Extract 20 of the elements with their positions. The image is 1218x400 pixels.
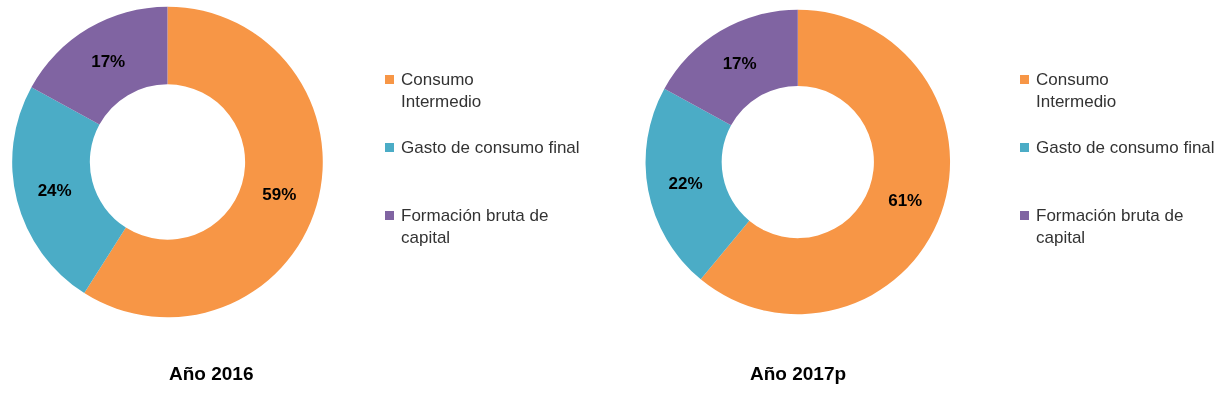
data-label: 24% bbox=[37, 181, 72, 201]
data-label: 22% bbox=[668, 173, 703, 193]
donut-slice bbox=[84, 6, 323, 318]
donut-slice bbox=[12, 87, 126, 294]
legend-label: Gasto de consumo final bbox=[401, 138, 580, 157]
legend-label: Formación bruta de capital bbox=[1036, 206, 1184, 248]
legend-label: Consumo Intermedio bbox=[1036, 70, 1117, 112]
donut-slice bbox=[664, 9, 798, 126]
donut-slice bbox=[700, 9, 950, 315]
legend-label: Formación bruta de capital bbox=[401, 206, 549, 248]
data-label: 61% bbox=[888, 191, 923, 211]
data-label: 17% bbox=[91, 52, 126, 72]
legend-label: Consumo Intermedio bbox=[401, 70, 482, 112]
data-label: 17% bbox=[722, 54, 757, 74]
text: Año 2016 bbox=[169, 363, 254, 384]
data-label: 59% bbox=[262, 184, 297, 204]
donut-slice bbox=[31, 6, 168, 125]
donut-slice bbox=[645, 88, 750, 280]
text: Año 2017p bbox=[750, 363, 847, 384]
legend-label: Gasto de consumo final bbox=[1036, 138, 1215, 157]
